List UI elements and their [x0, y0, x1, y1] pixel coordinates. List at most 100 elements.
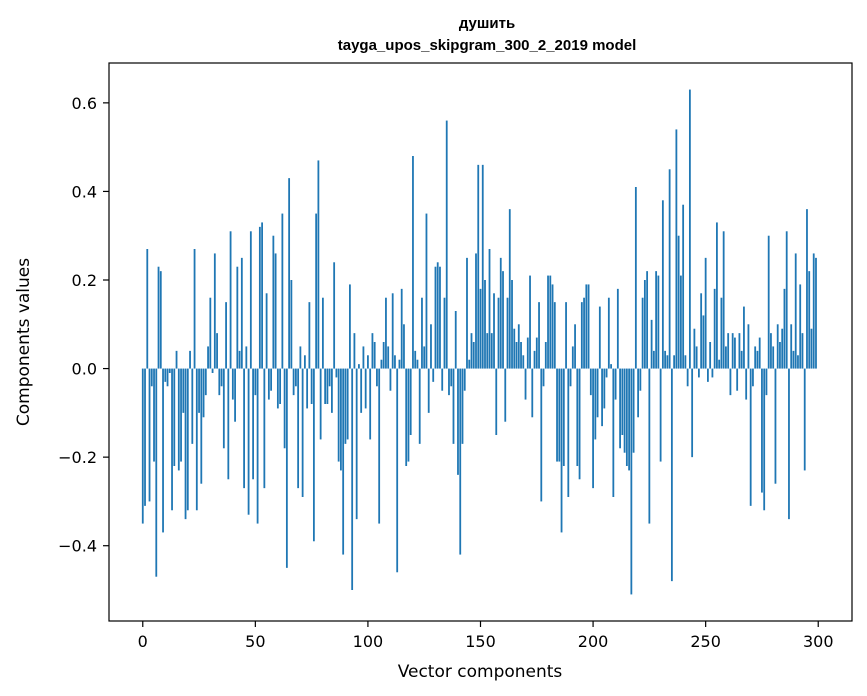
- bar-30: [209, 297, 212, 369]
- bar-113: [396, 368, 399, 573]
- bar-40: [231, 368, 234, 400]
- bar-0: [141, 368, 144, 524]
- y-axis-label: Components values: [14, 258, 34, 426]
- bar-267: [743, 306, 745, 369]
- bar-27: [202, 368, 205, 418]
- bar-181: [549, 275, 552, 369]
- x-tick-label: 250: [690, 632, 721, 651]
- bar-112: [394, 355, 396, 369]
- bar-186: [560, 368, 563, 533]
- bar-274: [758, 337, 761, 369]
- bar-132: [439, 266, 441, 369]
- bar-103: [373, 342, 376, 369]
- bar-255: [716, 222, 718, 369]
- bar-70: [299, 346, 302, 369]
- x-tick-label: 300: [803, 632, 834, 651]
- bar-285: [783, 288, 786, 369]
- bar-193: [576, 368, 579, 466]
- bar-3: [148, 368, 151, 502]
- bar-71: [301, 368, 304, 497]
- bar-128: [430, 324, 432, 369]
- bar-66: [290, 280, 293, 369]
- bar-215: [625, 368, 628, 466]
- bar-149: [477, 164, 480, 369]
- bar-174: [533, 350, 536, 369]
- bar-109: [387, 346, 390, 369]
- bar-154: [488, 249, 491, 369]
- bar-14: [173, 368, 176, 466]
- bar-185: [558, 368, 561, 462]
- bar-208: [610, 364, 612, 369]
- bar-265: [738, 333, 741, 369]
- bar-102: [371, 333, 374, 369]
- bar-232: [664, 350, 667, 369]
- bar-172: [529, 275, 531, 369]
- bar-16: [177, 368, 180, 471]
- bar-38: [227, 368, 230, 480]
- bar-124: [421, 297, 423, 369]
- bar-10: [164, 368, 167, 382]
- bar-15: [175, 350, 178, 369]
- y-tick-label: 0.6: [72, 94, 97, 113]
- bar-72: [303, 355, 306, 369]
- bar-136: [448, 368, 450, 396]
- bar-107: [382, 342, 385, 369]
- bar-203: [598, 306, 601, 369]
- bar-180: [547, 275, 549, 369]
- bar-77: [315, 213, 318, 369]
- bar-211: [616, 288, 619, 369]
- bar-148: [475, 253, 477, 369]
- x-tick-label: 150: [465, 632, 496, 651]
- bar-228: [655, 271, 658, 369]
- bar-64: [285, 368, 288, 568]
- bar-293: [801, 333, 804, 369]
- bar-264: [736, 368, 739, 391]
- bar-268: [745, 368, 748, 400]
- bar-220: [637, 368, 640, 418]
- bar-11: [166, 368, 169, 387]
- bar-76: [312, 368, 315, 542]
- bar-50: [254, 368, 257, 396]
- bar-126: [425, 213, 428, 369]
- x-tick-label: 100: [353, 632, 384, 651]
- bar-51: [256, 368, 259, 524]
- bar-298: [812, 253, 815, 369]
- bar-145: [468, 359, 471, 369]
- bar-23: [193, 249, 196, 369]
- bar-161: [504, 368, 507, 422]
- bar-194: [578, 368, 581, 480]
- bar-238: [677, 235, 680, 369]
- bar-117: [405, 368, 408, 466]
- bar-190: [569, 368, 572, 387]
- bar-237: [675, 129, 678, 369]
- bar-275: [761, 368, 763, 493]
- bar-200: [592, 368, 594, 489]
- bar-95: [355, 368, 358, 520]
- bar-271: [752, 368, 754, 387]
- bar-90: [344, 368, 347, 444]
- bar-7: [157, 266, 160, 369]
- bar-272: [754, 346, 757, 369]
- bar-295: [806, 209, 808, 369]
- bar-297: [810, 328, 813, 369]
- bar-213: [621, 368, 624, 435]
- bar-141: [459, 368, 462, 555]
- bar-29: [207, 346, 209, 369]
- bar-131: [436, 262, 439, 369]
- bar-179: [544, 342, 547, 369]
- bar-164: [511, 280, 513, 369]
- bar-89: [342, 368, 345, 555]
- bar-252: [709, 342, 712, 369]
- bar-26: [200, 368, 203, 484]
- bar-205: [603, 368, 606, 409]
- bar-58: [272, 235, 275, 369]
- bar-277: [765, 368, 768, 396]
- bar-133: [441, 368, 444, 391]
- bar-165: [513, 328, 516, 369]
- bar-287: [788, 368, 790, 520]
- bar-152: [484, 280, 486, 369]
- bar-111: [391, 293, 394, 369]
- bar-266: [740, 350, 743, 369]
- bar-288: [790, 324, 793, 369]
- bar-9: [162, 368, 164, 533]
